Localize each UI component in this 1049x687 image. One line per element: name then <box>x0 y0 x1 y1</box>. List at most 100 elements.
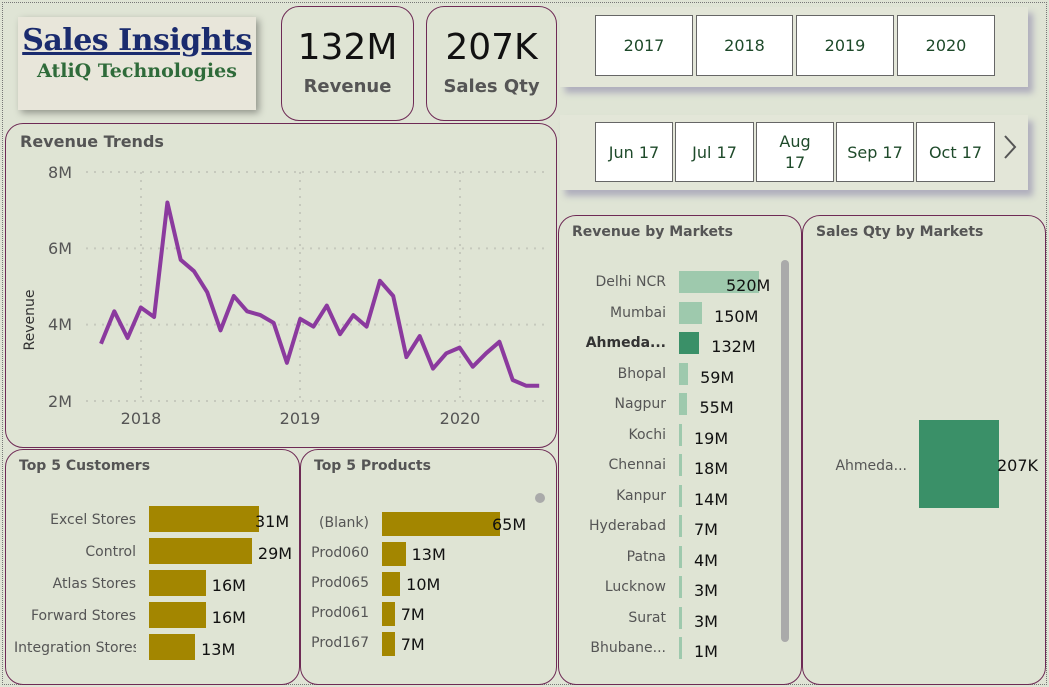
revenue-by-markets-bar[interactable] <box>679 332 700 354</box>
revenue-trends-title: Revenue Trends <box>20 132 164 151</box>
revenue-trend-point[interactable] <box>272 321 276 325</box>
revenue-trend-point[interactable] <box>444 351 448 355</box>
revenue-trend-point[interactable] <box>192 269 196 273</box>
x-tick-2019: 2019 <box>280 409 321 428</box>
sales-qty-market-bar[interactable] <box>919 420 999 508</box>
revenue-trend-point[interactable] <box>245 309 249 313</box>
revenue-by-markets-bar[interactable] <box>679 545 682 568</box>
title-box: Sales Insights AtliQ Technologies <box>18 17 256 110</box>
top-customers-bar[interactable] <box>149 570 206 596</box>
revenue-trend-point[interactable] <box>497 340 501 344</box>
revenue-trend-point[interactable] <box>99 342 103 346</box>
top-products-bar[interactable] <box>382 542 406 566</box>
revenue-trend-point[interactable] <box>325 304 329 308</box>
x-tick-2018: 2018 <box>121 409 162 428</box>
top-products-bar[interactable] <box>382 512 500 536</box>
revenue-by-markets-bar[interactable] <box>679 515 682 537</box>
year-button-2017[interactable]: 2017 <box>595 15 693 76</box>
revenue-trend-point[interactable] <box>365 325 369 329</box>
revenue-trend-point[interactable] <box>312 325 316 329</box>
top-customers-bar[interactable] <box>149 538 252 564</box>
revenue-trend-point[interactable] <box>484 351 488 355</box>
scroll-indicator[interactable] <box>535 493 545 503</box>
revenue-by-markets-value: 3M <box>694 581 718 600</box>
revenue-trend-point[interactable] <box>232 294 236 298</box>
revenue-trend-point[interactable] <box>351 313 355 317</box>
revenue-trend-point[interactable] <box>418 334 422 338</box>
revenue-trend-point[interactable] <box>165 201 169 205</box>
revenue-trend-point[interactable] <box>458 346 462 350</box>
y-tick-8m: 8M <box>48 163 72 182</box>
dashboard-title: Sales Insights <box>22 23 252 58</box>
revenue-by-markets-bar[interactable] <box>679 576 682 598</box>
revenue-trend-point[interactable] <box>298 317 302 321</box>
revenue-by-markets-bar[interactable] <box>679 362 689 385</box>
revenue-by-markets-bar[interactable] <box>679 393 688 415</box>
dashboard-subtitle: AtliQ Technologies <box>37 60 237 82</box>
year-button-2019[interactable]: 2019 <box>796 15 894 76</box>
top-products-value: 7M <box>400 635 425 654</box>
revenue-trend-point[interactable] <box>112 309 116 313</box>
revenue-trend-point[interactable] <box>338 332 342 336</box>
top-customers-title: Top 5 Customers <box>19 458 151 474</box>
revenue-by-markets-bar[interactable] <box>679 637 682 659</box>
revenue-trend-point[interactable] <box>258 313 262 317</box>
revenue-by-markets-bar[interactable] <box>679 484 682 507</box>
revenue-by-markets-label: Ahmeda... <box>585 335 666 351</box>
revenue-by-markets-title: Revenue by Markets <box>572 224 733 240</box>
revenue-trend-point[interactable] <box>219 328 223 332</box>
revenue-by-markets-bar[interactable] <box>679 423 682 446</box>
top-customers-value: 13M <box>201 640 236 659</box>
year-button-2020[interactable]: 2020 <box>897 15 995 76</box>
revenue-trend-point[interactable] <box>179 258 183 262</box>
revenue-by-markets-scrollbar[interactable] <box>781 260 789 642</box>
revenue-axis-label: Revenue <box>22 290 38 351</box>
month-button-aug-17[interactable]: Aug 17 <box>756 122 834 182</box>
revenue-trend-point[interactable] <box>511 378 515 382</box>
revenue-trend-point[interactable] <box>537 384 541 388</box>
revenue-by-markets-label: Bhubane... <box>590 640 666 656</box>
revenue-by-markets-value: 3M <box>694 611 718 631</box>
revenue-trend-point[interactable] <box>126 336 130 340</box>
revenue-trend-point[interactable] <box>152 315 156 319</box>
revenue-trend-line[interactable] <box>99 200 540 388</box>
revenue-by-markets-label: Lucknow <box>604 579 666 595</box>
sales-qty-by-markets-title: Sales Qty by Markets <box>816 224 984 240</box>
sales-qty-kpi-label: Sales Qty <box>443 76 540 97</box>
revenue-trend-point[interactable] <box>205 290 209 294</box>
revenue-by-markets-bar[interactable] <box>679 271 759 293</box>
month-button-sep-17[interactable]: Sep 17 <box>836 122 914 182</box>
revenue-trend-point[interactable] <box>378 279 382 283</box>
revenue-trend-point[interactable] <box>391 294 395 298</box>
revenue-trend-point[interactable] <box>285 361 289 365</box>
revenue-by-markets-value: 7M <box>694 520 718 539</box>
revenue-by-markets-bar[interactable] <box>679 606 682 629</box>
top-products-value: 7M <box>400 605 425 624</box>
revenue-by-markets-value: 4M <box>694 550 718 570</box>
revenue-trend-point[interactable] <box>471 365 475 369</box>
month-button-jul-17[interactable]: Jul 17 <box>675 122 754 182</box>
year-button-2018[interactable]: 2018 <box>696 15 793 76</box>
sales-qty-by-markets-card: Sales Qty by Markets Ahmeda... 207K <box>802 215 1046 685</box>
revenue-trend-point[interactable] <box>404 355 408 359</box>
top-customers-bar[interactable] <box>149 602 206 628</box>
top-products-bar[interactable] <box>382 572 401 596</box>
top-customers-bar[interactable] <box>149 506 259 532</box>
revenue-by-markets-label: Delhi NCR <box>595 274 666 290</box>
revenue-trend-point[interactable] <box>139 306 143 310</box>
month-button-oct-17[interactable]: Oct 17 <box>916 122 995 182</box>
revenue-trend-point[interactable] <box>524 384 528 388</box>
top-products-bar[interactable] <box>382 632 395 656</box>
top-products-bar[interactable] <box>382 602 395 626</box>
top-customers-value: 16M <box>211 608 246 627</box>
chevron-right-icon[interactable] <box>1002 133 1018 168</box>
top-customers-label: Integration Stores <box>14 640 136 656</box>
revenue-by-markets-bar[interactable] <box>679 301 703 324</box>
sales-qty-market-label: Ahmeda... <box>835 458 907 474</box>
y-tick-2m: 2M <box>48 392 72 411</box>
sales-qty-kpi-card: 207K Sales Qty <box>426 6 557 121</box>
revenue-trend-point[interactable] <box>431 367 435 371</box>
month-button-jun-17[interactable]: Jun 17 <box>595 122 673 182</box>
revenue-by-markets-bar[interactable] <box>679 454 682 476</box>
top-customers-bar[interactable] <box>149 634 196 660</box>
